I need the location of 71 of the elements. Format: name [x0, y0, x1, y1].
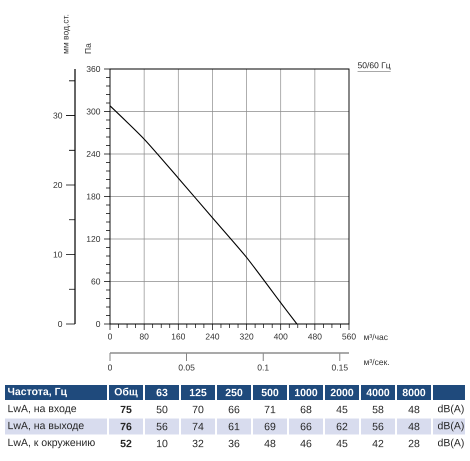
data-label: 48 — [408, 422, 420, 430]
data-label: 46 — [300, 440, 312, 448]
y-tick-label: LwA, к окружению — [8, 438, 95, 448]
x-tick-label: 500 — [262, 388, 278, 396]
data-label: 48 — [408, 406, 420, 414]
x-tick-label: 240 — [206, 334, 220, 340]
data-label: 48 — [264, 440, 276, 448]
x-axis-title: Частота, Гц — [8, 388, 67, 398]
data-label: 66 — [300, 422, 312, 430]
x-tick-label: Общ — [114, 388, 138, 398]
data-label: 56 — [372, 422, 384, 430]
data-label: 10 — [156, 440, 168, 448]
x-tick-label: 160 — [172, 334, 186, 340]
data-label: 76 — [120, 422, 132, 430]
x2-tick-label: 0.1 — [258, 364, 269, 371]
data-label: 71 — [264, 406, 276, 414]
x-tick-label: 560 — [342, 334, 356, 340]
data-label: 36 — [228, 440, 240, 448]
data-label: 70 — [192, 406, 204, 414]
x-axis-title: м³/час — [364, 334, 388, 340]
y-tick-label: 300 — [86, 108, 100, 115]
x2-tick-label: 0.15 — [332, 364, 348, 371]
x-tick-label: 2000 — [330, 388, 354, 396]
y-tick-label: 60 — [91, 278, 100, 285]
data-label: 62 — [336, 422, 348, 430]
y2-tick-label: 30 — [53, 112, 62, 119]
data-label: 68 — [300, 406, 312, 414]
data-label: 66 — [228, 406, 240, 414]
y-tick-label: LwA, на выходе — [8, 422, 84, 432]
data-label: 32 — [192, 440, 204, 448]
x-tick-label: 125 — [190, 388, 206, 396]
x-tick-label: 250 — [226, 388, 242, 396]
data-label: 74 — [192, 422, 204, 430]
y2-tick-label: 0 — [58, 320, 62, 327]
data-label: 58 — [372, 406, 384, 414]
y2-axis-title: мм вод.ст. — [64, 14, 70, 54]
data-label: 56 — [156, 422, 168, 430]
x-tick-label: 63 — [156, 388, 168, 396]
y-tick-label: 0 — [96, 320, 100, 328]
x2-tick-label: 0 — [108, 364, 112, 371]
x-tick-label: 8000 — [402, 388, 426, 396]
y-tick-label: 120 — [86, 236, 100, 242]
data-label: 45 — [336, 406, 348, 414]
data-label: 28 — [408, 440, 420, 448]
data-label: 61 — [228, 422, 240, 430]
y2-tick-label: dB(A) — [438, 404, 464, 414]
data-label: 52 — [120, 440, 132, 448]
y2-tick-label: 20 — [53, 182, 62, 188]
y2-tick-label: dB(A) — [438, 438, 464, 448]
y2-tick-label: dB(A) — [438, 422, 464, 432]
x2-axis-title: м³/сек. — [364, 358, 389, 366]
x-tick-label: 0 — [108, 334, 112, 340]
text: 50/60 Гц — [358, 62, 390, 70]
y-tick-label: 360 — [86, 66, 100, 72]
y-axis-title: Па — [85, 43, 91, 54]
data-label: 42 — [372, 440, 384, 448]
x-tick-label: 80 — [140, 334, 149, 340]
y-tick-label: 180 — [86, 193, 100, 200]
x-tick-label: 320 — [240, 334, 254, 340]
data-label: 75 — [120, 406, 132, 414]
y2-tick-label: 10 — [54, 252, 62, 258]
y-tick-label: 240 — [86, 150, 100, 158]
data-label: 69 — [264, 422, 276, 430]
x2-tick-label: 0.05 — [178, 364, 195, 371]
x-tick-label: 480 — [308, 334, 322, 340]
data-label: 50 — [156, 406, 168, 414]
x-tick-label: 400 — [274, 334, 288, 340]
x-tick-label: 4000 — [366, 388, 390, 396]
x-tick-label: 1000 — [294, 388, 318, 396]
data-label: 45 — [336, 440, 348, 448]
y-tick-label: LwA, на входе — [8, 404, 76, 414]
